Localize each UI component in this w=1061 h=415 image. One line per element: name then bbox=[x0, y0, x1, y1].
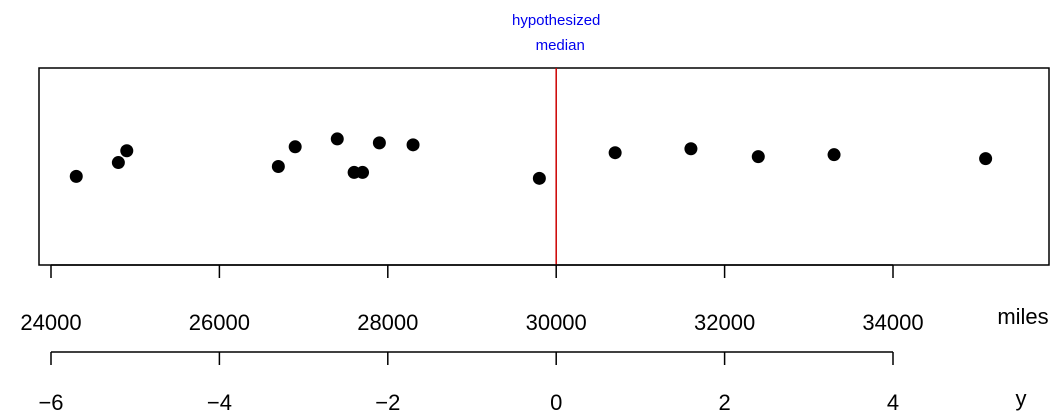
y-tick-label: −4 bbox=[207, 390, 232, 415]
y-tick-label: −2 bbox=[375, 390, 400, 415]
y-tick-label: 2 bbox=[718, 390, 730, 415]
data-point bbox=[751, 150, 765, 164]
miles-tick-label: 34000 bbox=[862, 310, 923, 335]
data-point bbox=[288, 140, 302, 154]
plot-area-frame bbox=[38, 67, 1050, 266]
data-point bbox=[372, 136, 386, 150]
miles-tick-label: 32000 bbox=[694, 310, 755, 335]
miles-axis-label: miles bbox=[997, 304, 1048, 329]
reference-line-label-line2: median bbox=[536, 37, 585, 54]
miles-axis: 24000 26000 28000 30000 32000 34000 bbox=[20, 264, 924, 335]
miles-tick-label: 30000 bbox=[526, 310, 587, 335]
data-point bbox=[827, 148, 841, 162]
y-tick-label: 0 bbox=[550, 390, 562, 415]
data-point bbox=[532, 171, 546, 185]
data-point bbox=[356, 165, 370, 179]
y-tick-label: −6 bbox=[38, 390, 63, 415]
miles-tick-label: 24000 bbox=[20, 310, 81, 335]
reference-line-label-line1: hypothesized bbox=[512, 12, 600, 29]
y-axis-secondary: −6 −4 −2 0 2 4 bbox=[38, 351, 899, 415]
data-point bbox=[406, 138, 420, 152]
data-point bbox=[271, 160, 285, 173]
data-point bbox=[69, 169, 83, 183]
y-axis-label: y bbox=[1016, 386, 1027, 411]
data-point bbox=[330, 132, 344, 146]
miles-tick-label: 26000 bbox=[189, 310, 250, 335]
data-points bbox=[69, 132, 993, 185]
y-tick-label: 4 bbox=[887, 390, 899, 415]
data-point bbox=[120, 144, 134, 158]
data-point bbox=[684, 142, 698, 156]
data-point bbox=[608, 146, 622, 160]
miles-tick-label: 28000 bbox=[357, 310, 418, 335]
data-point bbox=[111, 156, 125, 170]
data-point bbox=[979, 152, 993, 166]
